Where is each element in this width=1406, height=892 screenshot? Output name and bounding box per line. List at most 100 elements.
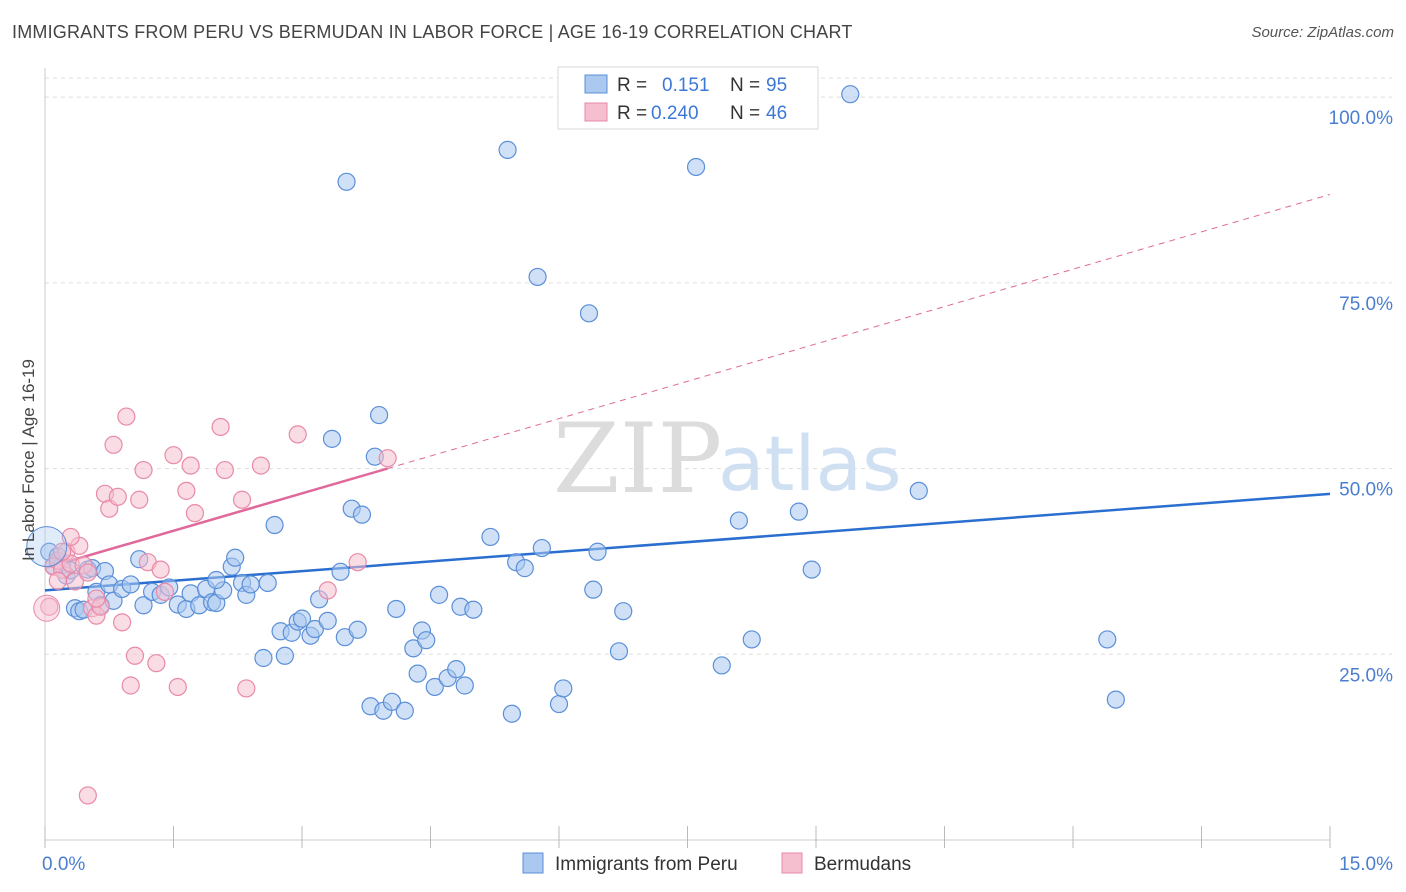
point-peru-41: [275, 646, 294, 665]
data-points: [26, 85, 1125, 805]
legend-swatch-peru: [584, 74, 608, 94]
point-peru-72: [455, 676, 474, 695]
point-bermudan-38: [318, 581, 337, 600]
chart-title: IMMIGRANTS FROM PERU VS BERMUDAN IN LABO…: [12, 22, 853, 42]
point-peru-94: [841, 85, 860, 104]
point-peru-90: [729, 511, 749, 530]
point-bermudan-19: [121, 676, 140, 695]
bottom-legend-label-bermudan: Bermudans: [814, 854, 911, 875]
trend-line-extension-bermudan: [387, 193, 1331, 469]
point-bermudan-39: [348, 553, 367, 572]
point-peru-74: [481, 527, 500, 547]
point-bermudan-22: [134, 460, 153, 480]
point-peru-cluster: [26, 526, 68, 568]
point-peru-82: [554, 679, 573, 698]
point-peru-68: [429, 585, 449, 604]
point-peru-48: [318, 611, 337, 630]
axes: 0.0% 15.0%: [42, 68, 1393, 875]
point-peru-81: [549, 694, 569, 714]
point-peru-54: [348, 620, 367, 639]
legend-n-value-peru: 95: [766, 75, 787, 96]
legend-swatch-bermudan: [584, 102, 608, 122]
legend-r-label-bermudan: R =: [617, 103, 647, 124]
point-peru-58: [370, 405, 389, 425]
x-tick-label-min: 0.0%: [42, 854, 85, 875]
point-peru-97: [1106, 690, 1125, 709]
point-peru-67: [425, 677, 444, 697]
legend-r-value-peru: 0.151: [662, 75, 710, 96]
point-peru-37: [258, 573, 277, 593]
watermark: ZIP atlas: [553, 403, 902, 515]
point-peru-39: [265, 515, 284, 535]
point-peru-79: [528, 267, 547, 287]
point-peru-63: [404, 639, 423, 658]
point-peru-84: [584, 580, 603, 599]
point-peru-76: [502, 704, 521, 723]
point-peru-85: [588, 542, 607, 561]
legend-r-label-peru: R =: [617, 75, 647, 96]
point-peru-64: [408, 664, 427, 683]
point-peru-38: [254, 648, 273, 668]
x-tick-label-max: 15.0%: [1339, 854, 1393, 875]
point-peru-31: [207, 570, 226, 590]
point-bermudan-27: [164, 446, 183, 465]
point-bermudan-18: [117, 407, 136, 426]
point-peru-60: [382, 692, 402, 711]
point-bermudan-24: [147, 654, 166, 673]
source-label: Source: ZipAtlas.com: [1251, 24, 1394, 41]
point-bermudan-cluster: [33, 594, 61, 622]
bottom-legend-label-peru: Immigrants from Peru: [555, 854, 738, 875]
y-tick-label-50: 50.0%: [1339, 480, 1393, 501]
point-bermudan-44: [87, 589, 106, 608]
point-bermudan-15: [104, 435, 123, 454]
point-peru-87: [614, 602, 633, 621]
point-bermudan-34: [232, 490, 252, 509]
legend-r-value-bermudan: 0.240: [651, 103, 699, 124]
point-peru-91: [742, 630, 761, 649]
point-bermudan-17: [112, 613, 132, 632]
watermark-zip: ZIP: [553, 403, 722, 515]
point-bermudan-9: [78, 563, 97, 582]
point-bermudan-36: [251, 456, 270, 475]
point-peru-52: [337, 172, 356, 191]
y-tick-label-25: 25.0%: [1339, 665, 1393, 686]
point-bermudan-0: [40, 597, 59, 616]
point-peru-46: [305, 619, 324, 639]
legend-n-label-peru: N =: [730, 75, 760, 96]
point-bermudan-21: [130, 490, 149, 509]
bottom-legend-swatch-peru: [522, 852, 544, 874]
grid-lines: 25.0% 50.0% 75.0% 100.0%: [45, 77, 1394, 686]
trend-line-peru: [44, 492, 1331, 592]
point-bermudan-16: [108, 487, 127, 506]
point-peru-73: [464, 600, 483, 619]
y-axis-label: In Labor Force | Age 16-19: [19, 359, 38, 561]
point-peru-88: [686, 157, 706, 177]
point-peru-83: [579, 304, 599, 323]
point-peru-19: [134, 596, 153, 615]
point-peru-61: [387, 599, 406, 619]
point-peru-80: [532, 538, 551, 558]
point-peru-75: [498, 140, 517, 159]
point-bermudan-41: [78, 786, 97, 805]
point-bermudan-29: [177, 481, 196, 500]
point-bermudan-30: [181, 456, 200, 475]
point-peru-89: [712, 656, 731, 675]
point-peru-66: [417, 631, 436, 650]
point-peru-95: [909, 481, 928, 500]
point-peru-44: [292, 609, 312, 628]
trend-line-bermudan: [44, 467, 389, 570]
y-tick-label-75: 75.0%: [1339, 294, 1393, 315]
point-bermudan-37: [288, 425, 307, 444]
point-peru-62: [395, 701, 414, 720]
point-peru-36: [241, 575, 260, 594]
trend-lines: [44, 193, 1331, 592]
bottom-legend: Immigrants from Peru Bermudans: [522, 852, 911, 875]
y-tick-label-100: 100.0%: [1329, 108, 1394, 129]
legend-box: R = 0.151 N = 95 R = 0.240 N = 46: [557, 66, 819, 130]
point-peru-92: [789, 502, 808, 521]
point-bermudan-26: [155, 582, 175, 601]
point-peru-86: [609, 642, 629, 661]
legend-n-label-bermudan: N =: [730, 103, 760, 124]
point-peru-49: [322, 429, 342, 448]
